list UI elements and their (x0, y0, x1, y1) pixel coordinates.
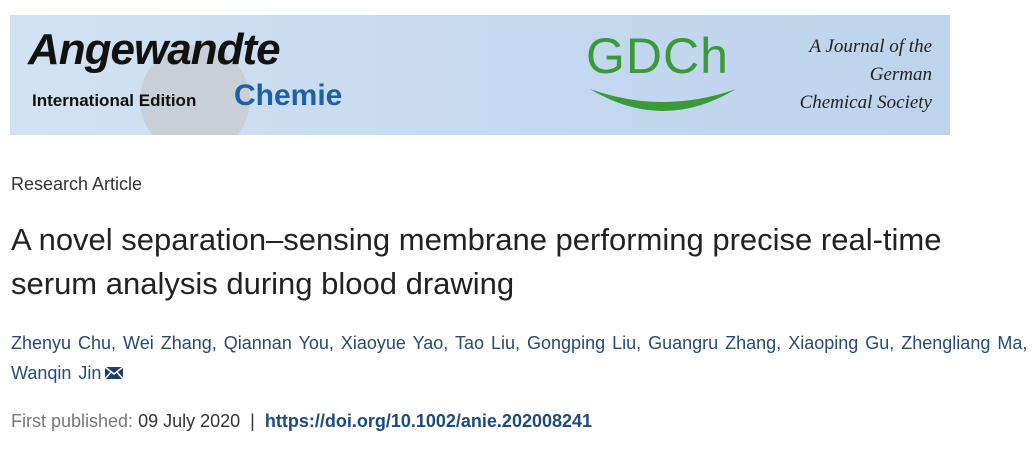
author-list[interactable]: Zhenyu Chu, Wei Zhang, Qiannan You, Xiao… (11, 333, 1028, 383)
society-line: Chemical Society (799, 92, 932, 113)
mail-icon[interactable] (104, 366, 124, 380)
journal-banner: Angewandte International Edition Chemie … (10, 15, 950, 135)
published-label: First published: (11, 411, 134, 431)
society-line: A Journal of the (809, 36, 932, 57)
journal-name: Chemie (234, 79, 343, 112)
edition: International Edition (32, 91, 197, 110)
society-logo: GDCh (586, 28, 729, 84)
logo-circle (140, 45, 250, 135)
society-line: German (869, 64, 932, 85)
doi-link[interactable]: https://doi.org/10.1002/anie.202008241 (264, 411, 593, 431)
published-date: 09 July 2020 (138, 411, 241, 431)
journal-word: Angewandte (28, 25, 281, 74)
publication-info: First published: 09 July 2020 | https://… (11, 411, 592, 432)
society-text: A Journal of the German Chemical Society (800, 33, 932, 117)
authors: Zhenyu Chu, Wei Zhang, Qiannan You, Xiao… (11, 328, 1029, 388)
article-title: A novel separation–sensing membrane perf… (11, 222, 942, 301)
article-type: Research Article (11, 174, 143, 194)
separator: | (250, 411, 255, 431)
logo-arc (590, 89, 736, 111)
